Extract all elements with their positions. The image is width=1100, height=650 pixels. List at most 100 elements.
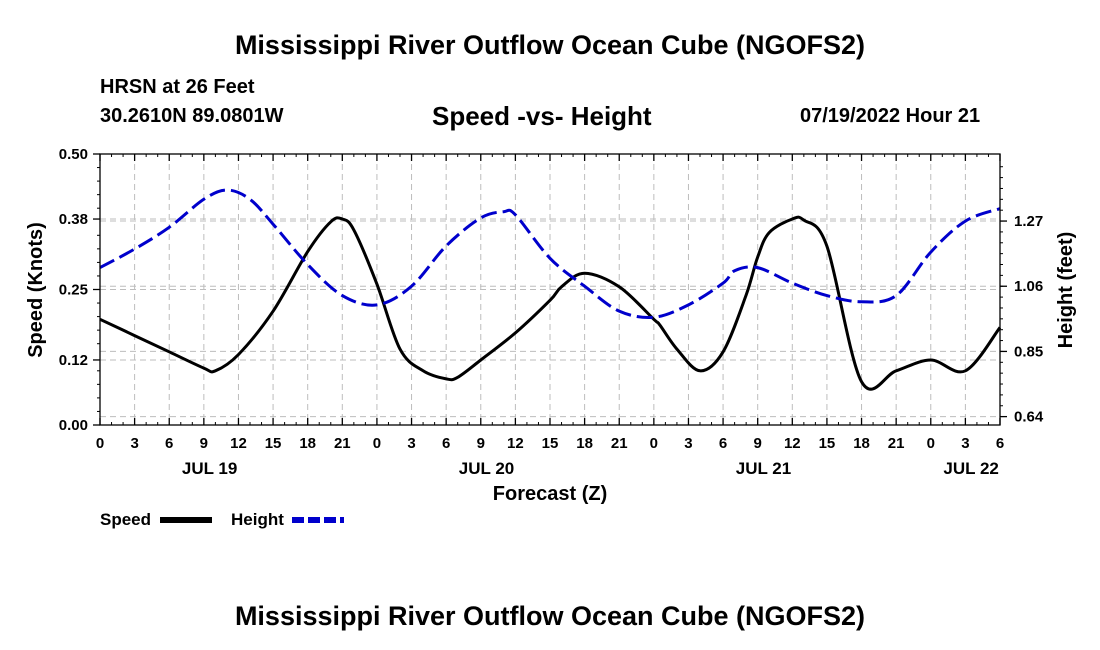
x-tick-label: 9 xyxy=(200,435,208,452)
speed-point xyxy=(479,358,482,361)
y-tick-label: 0.25 xyxy=(59,282,88,299)
y-tick-label: 0.38 xyxy=(59,211,88,228)
height-point xyxy=(202,198,205,201)
forecast-datetime: 07/19/2022 Hour 21 xyxy=(800,105,981,127)
speed-point xyxy=(168,350,171,353)
speed-point xyxy=(445,377,448,380)
x-tick-label: 6 xyxy=(442,435,450,452)
legend: Speed Height xyxy=(100,510,344,529)
speed-point xyxy=(583,272,586,275)
height-point xyxy=(445,244,448,247)
height-point xyxy=(687,303,690,306)
speed-point xyxy=(895,369,898,372)
speed-point xyxy=(756,255,759,258)
x-tick-label: 12 xyxy=(507,435,524,452)
legend-label-height: Height xyxy=(231,510,284,529)
speed-point xyxy=(514,331,517,334)
speed-point xyxy=(306,250,309,253)
height-point xyxy=(549,257,552,260)
series-layer xyxy=(99,188,1002,391)
height-point xyxy=(964,220,967,223)
x-tick-label: 6 xyxy=(719,435,727,452)
height-point xyxy=(306,263,309,266)
speed-point xyxy=(722,350,725,353)
speed-point xyxy=(560,285,563,288)
height-point xyxy=(652,316,655,319)
height-point xyxy=(791,282,794,285)
footer-title: Mississippi River Outflow Ocean Cube (NG… xyxy=(234,601,866,631)
height-point xyxy=(825,294,828,297)
grid-lines xyxy=(100,154,1000,425)
speed-point xyxy=(745,293,748,296)
x-tick-label: 3 xyxy=(407,435,415,452)
y-tick-label: 0.50 xyxy=(59,146,88,163)
height-point xyxy=(272,223,275,226)
y2-tick-label: 1.06 xyxy=(1014,278,1043,295)
x-tick-label: 0 xyxy=(373,435,381,452)
speed-point xyxy=(272,310,275,313)
x-tick-label: 12 xyxy=(230,435,247,452)
speed-point xyxy=(802,219,805,222)
speed-point xyxy=(133,334,136,337)
tick-labels: 0 3 6 9 12 15 18 21 0 3 6 9 12 15 18 21 0 3 6 9 12 15 18 21 0 3 6J… xyxy=(59,146,1044,478)
x-tick-label: 18 xyxy=(576,435,593,452)
x-tick-label: 9 xyxy=(477,435,485,452)
x-tick-label: 3 xyxy=(130,435,138,452)
x-tick-label: 12 xyxy=(784,435,801,452)
x-tick-label: 3 xyxy=(961,435,969,452)
height-point xyxy=(929,251,932,254)
x-tick-label: 6 xyxy=(165,435,173,452)
speed-point xyxy=(237,353,240,356)
station-coordinates: 30.2610N 89.0801W xyxy=(100,105,284,127)
date-label: JUL 20 xyxy=(459,459,514,478)
x-tick-label: 18 xyxy=(853,435,870,452)
x-tick-label: 15 xyxy=(819,435,836,452)
height-point xyxy=(410,285,413,288)
x-tick-label: 21 xyxy=(611,435,628,452)
height-point xyxy=(895,294,898,297)
series-line-speed xyxy=(99,215,1002,391)
chart-subtitle: Speed -vs- Height xyxy=(432,101,652,131)
x-tick-label: 15 xyxy=(542,435,559,452)
height-point xyxy=(722,282,725,285)
x-tick-label: 3 xyxy=(684,435,692,452)
height-point xyxy=(502,210,505,213)
x-tick-label: 21 xyxy=(888,435,905,452)
height-point xyxy=(860,300,863,303)
y2-tick-label: 1.27 xyxy=(1014,213,1043,230)
date-label: JUL 21 xyxy=(736,459,791,478)
height-point xyxy=(375,303,378,306)
y2-axis-title: Height (feet) xyxy=(1055,232,1077,349)
speed-point xyxy=(964,369,967,372)
speed-point xyxy=(456,376,459,379)
x-tick-label: 0 xyxy=(650,435,658,452)
height-point xyxy=(168,226,171,229)
speed-point xyxy=(214,369,217,372)
height-point xyxy=(514,213,517,216)
speed-point xyxy=(618,285,621,288)
height-point xyxy=(618,310,621,313)
height-point xyxy=(583,285,586,288)
speed-point xyxy=(675,348,678,351)
height-point xyxy=(733,269,736,272)
y2-tick-label: 0.64 xyxy=(1014,409,1044,426)
date-label: JUL 22 xyxy=(943,459,998,478)
speed-point xyxy=(341,218,344,221)
chart-title: Mississippi River Outflow Ocean Cube (NG… xyxy=(234,30,866,60)
y-tick-label: 0.12 xyxy=(59,352,88,369)
height-point xyxy=(133,247,136,250)
x-tick-label: 18 xyxy=(299,435,316,452)
speed-point xyxy=(399,348,402,351)
y2-tick-label: 0.85 xyxy=(1014,343,1043,360)
x-tick-label: 6 xyxy=(996,435,1004,452)
x-axis-title: Forecast (Z) xyxy=(493,483,607,505)
speed-point xyxy=(825,245,828,248)
speed-point xyxy=(768,231,771,234)
date-label: JUL 19 xyxy=(182,459,237,478)
speed-point xyxy=(549,299,552,302)
speed-point xyxy=(329,220,332,223)
height-point xyxy=(249,198,252,201)
speed-point xyxy=(375,283,378,286)
y-tick-label: 0.00 xyxy=(59,417,88,434)
